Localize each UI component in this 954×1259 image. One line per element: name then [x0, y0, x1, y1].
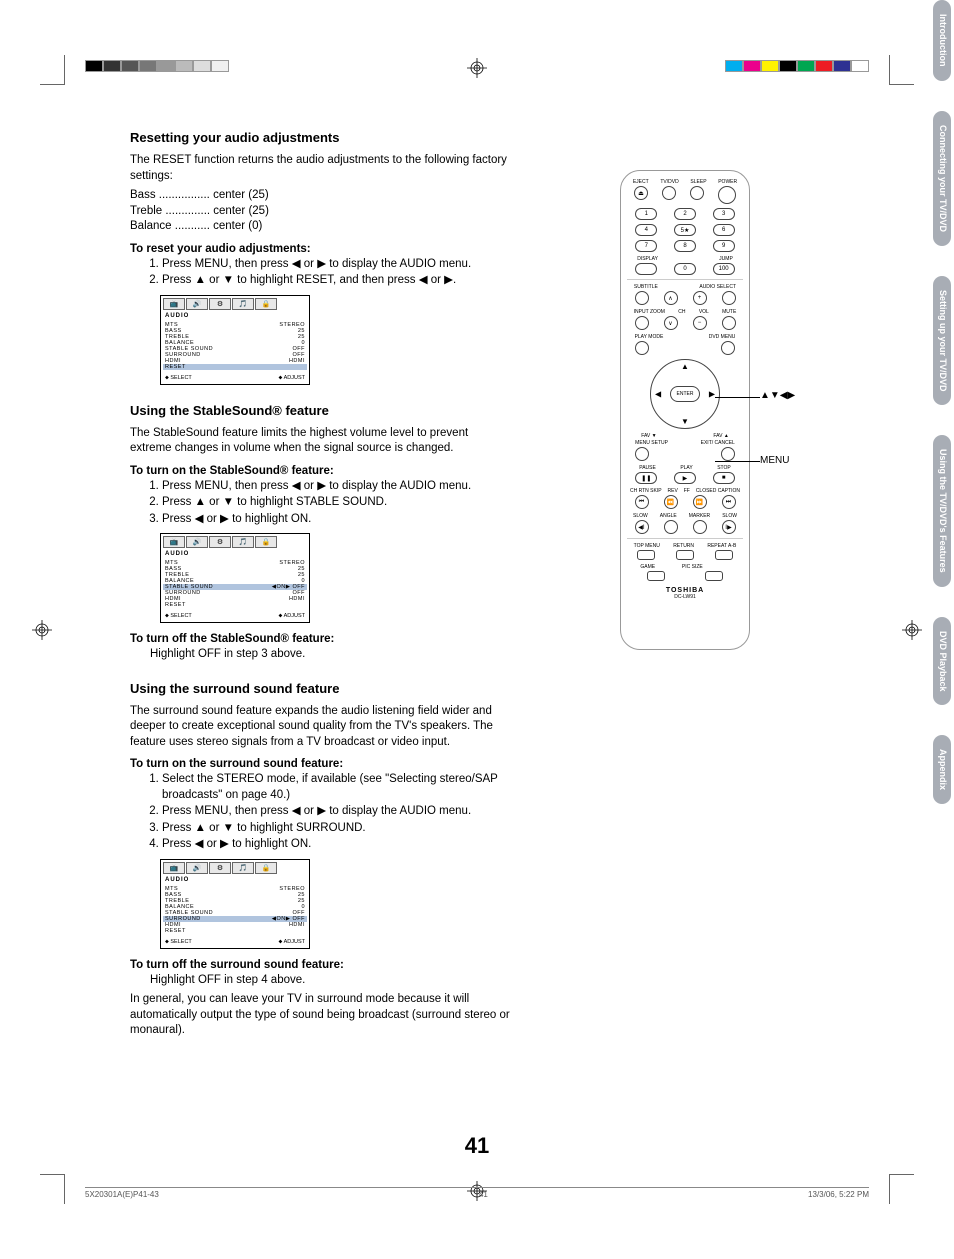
body-text: Highlight OFF in step 4 above.	[150, 973, 510, 989]
osd-screenshot: 📺🔊⚙🎵🔒AUDIOMTSSTEREOBASS25TREBLE25BALANCE…	[160, 859, 310, 949]
page-number: 41	[0, 1133, 954, 1159]
callout-label: ▲▼◀▶	[760, 390, 795, 401]
osd-screenshot: 📺🔊⚙🎵🔒AUDIOMTSSTEREOBASS25TREBLE25BALANCE…	[160, 533, 310, 623]
crop-mark	[40, 55, 65, 85]
footer: 5X20301A(E)P41-43 41 13/3/06, 5:22 PM	[85, 1187, 869, 1199]
body-text: The RESET function returns the audio adj…	[130, 153, 510, 184]
side-tab-container: Introduction Connecting your TV/DVD Settin…	[933, 0, 954, 834]
registration-mark-icon	[32, 620, 52, 640]
body-text: In general, you can leave your TV in sur…	[130, 992, 510, 1039]
sub-heading: To turn off the StableSound® feature:	[130, 633, 510, 645]
footer-right: 13/3/06, 5:22 PM	[808, 1190, 869, 1199]
color-bar-right	[725, 60, 869, 72]
registration-mark-icon	[467, 58, 487, 78]
callout-line	[715, 461, 760, 462]
color-bar-left	[85, 60, 229, 72]
footer-mid: 41	[479, 1190, 488, 1199]
side-tab: DVD Playback	[933, 617, 951, 706]
crop-mark	[889, 55, 914, 85]
sub-heading: To turn on the StableSound® feature:	[130, 465, 510, 477]
section-heading: Using the surround sound feature	[130, 681, 510, 696]
step-list: Press MENU, then press ◀ or ▶ to display…	[162, 479, 510, 528]
body-text: The StableSound feature limits the highe…	[130, 426, 510, 457]
side-tab: Using the TV/DVD's Features	[933, 435, 951, 587]
osd-screenshot: 📺🔊⚙🎵🔒AUDIOMTSSTEREOBASS25TREBLE25BALANCE…	[160, 295, 310, 385]
callout-label: MENU	[760, 455, 789, 466]
side-tab: Appendix	[933, 735, 951, 804]
body-text: Highlight OFF in step 3 above.	[150, 647, 510, 663]
footer-left: 5X20301A(E)P41-43	[85, 1190, 159, 1199]
settings-list: Bass ................ center (25)Treble …	[130, 188, 510, 235]
step-list: Select the STEREO mode, if available (se…	[162, 772, 510, 853]
step-list: Press MENU, then press ◀ or ▶ to display…	[162, 257, 510, 289]
section-heading: Resetting your audio adjustments	[130, 130, 510, 145]
callout-line	[715, 397, 760, 398]
section-heading: Using the StableSound® feature	[130, 403, 510, 418]
crop-mark	[889, 1174, 914, 1204]
side-tab: Setting up your TV/DVD	[933, 276, 951, 406]
remote-illustration: EJECTTV/DVDSLEEPPOWER⏏12345★6789DISPLAYJ…	[620, 170, 750, 650]
side-tab: Connecting your TV/DVD	[933, 111, 951, 246]
sub-heading: To turn off the surround sound feature:	[130, 959, 510, 971]
crop-mark	[40, 1174, 65, 1204]
body-text: The surround sound feature expands the a…	[130, 704, 510, 751]
sub-heading: To reset your audio adjustments:	[130, 243, 510, 255]
registration-mark-icon	[902, 620, 922, 640]
side-tab: Introduction	[933, 0, 951, 81]
sub-heading: To turn on the surround sound feature:	[130, 758, 510, 770]
